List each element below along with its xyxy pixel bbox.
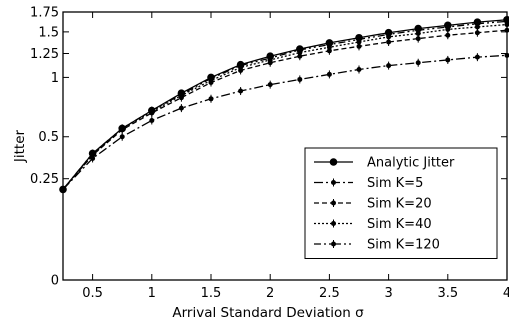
x-tick-label: 1 (148, 286, 156, 301)
legend-label: Sim K=5 (367, 176, 423, 191)
x-tick-label: 2 (266, 286, 274, 301)
x-axis-title: Arrival Standard Deviation σ (172, 305, 364, 321)
x-tick-label: 0.5 (82, 286, 103, 301)
y-tick-label: 0.5 (38, 130, 59, 145)
series-line (62, 29, 508, 190)
x-tick-label: 3 (384, 286, 392, 301)
legend-label: Sim K=20 (367, 197, 432, 212)
series-line (62, 20, 508, 190)
series-line (62, 23, 508, 190)
y-tick-label: 0 (51, 274, 59, 289)
y-tick-label: 1.75 (30, 6, 59, 21)
plot-frame (62, 11, 508, 281)
legend-label: Sim K=120 (367, 238, 440, 253)
y-tick-label: 1.25 (30, 47, 59, 62)
legend-box (304, 147, 498, 259)
legend: Analytic Jitter Sim K=5 Sim K=20 Sim K=40 Si… (304, 147, 498, 259)
x-tick-label: 1.5 (201, 286, 222, 301)
y-tick-label: 1.5 (38, 25, 59, 40)
legend-label: Sim K=40 (367, 217, 432, 232)
x-tick-label: 4 (503, 286, 509, 301)
x-tick-label: 3.5 (437, 286, 458, 301)
y-tick-label: 0.25 (30, 172, 59, 187)
y-tick-label: 1 (51, 71, 59, 86)
data-point (329, 158, 338, 166)
x-tick-label: 2.5 (319, 286, 340, 301)
legend-label: Analytic Jitter (367, 156, 455, 171)
y-axis-title: Jitter (12, 129, 28, 163)
